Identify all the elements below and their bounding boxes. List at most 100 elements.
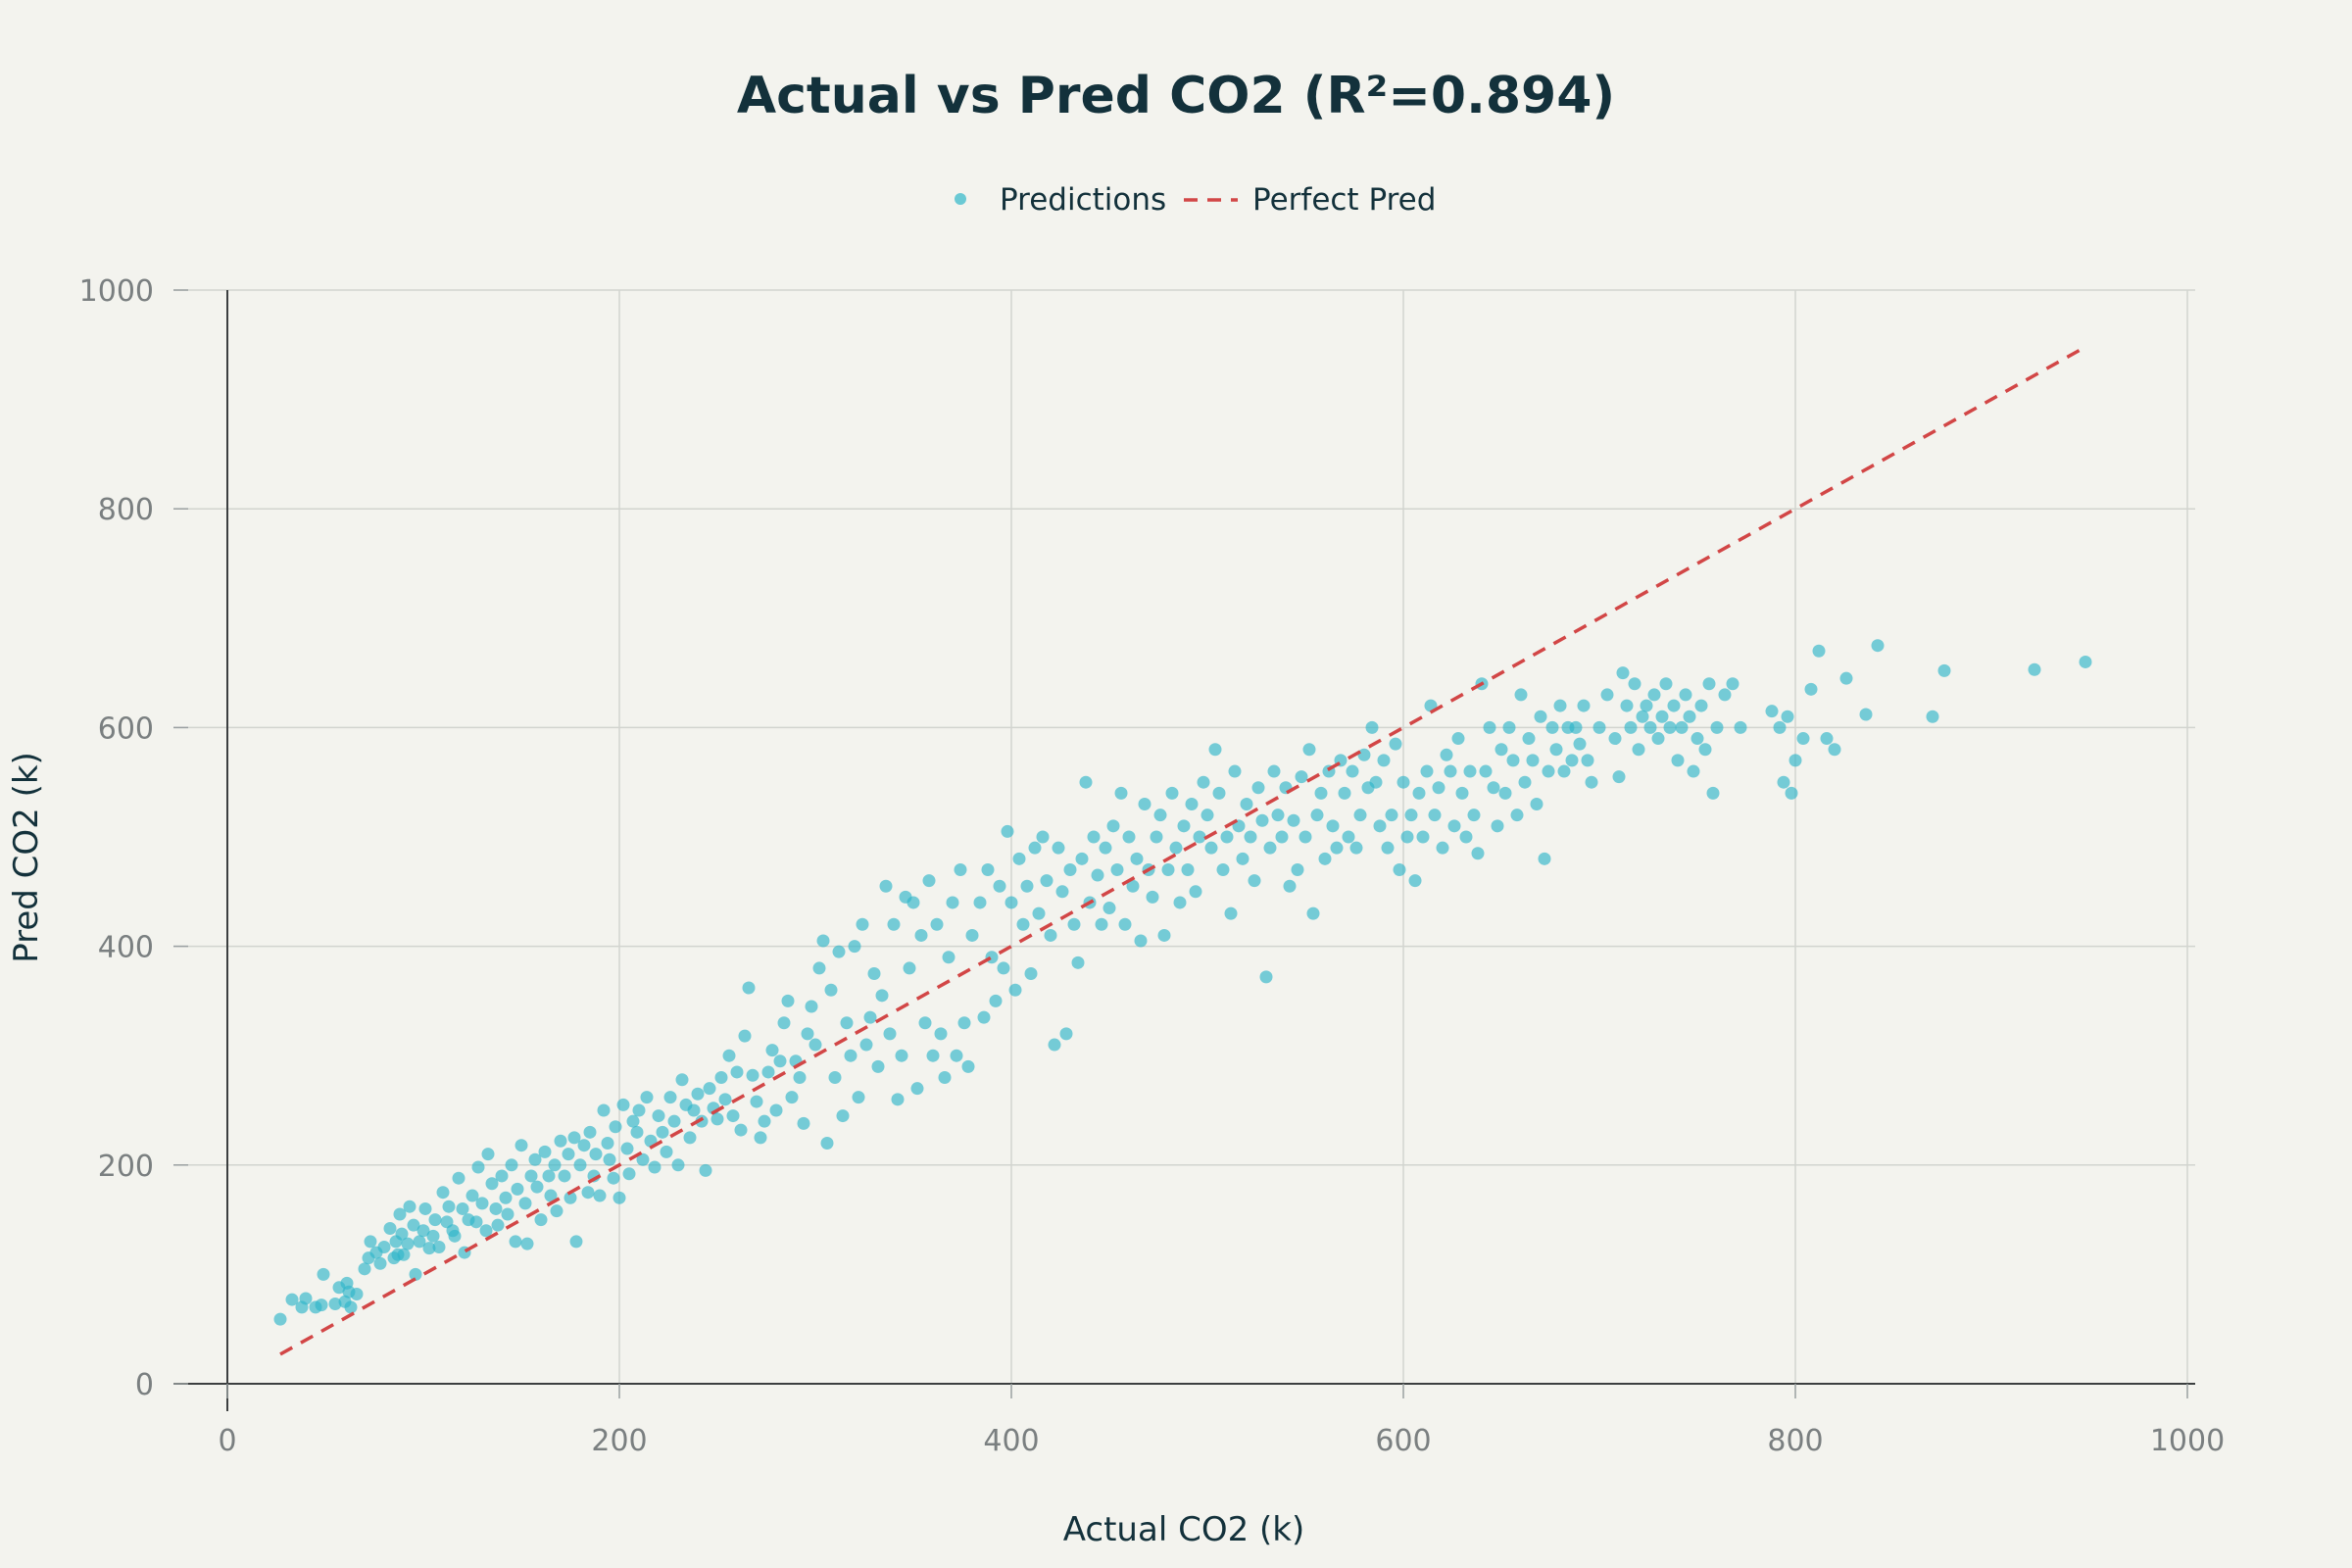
scatter-point xyxy=(1353,808,1367,822)
scatter-point xyxy=(1263,841,1277,855)
scatter-point xyxy=(1788,754,1802,767)
scatter-point xyxy=(769,1103,783,1117)
scatter-point xyxy=(534,1213,548,1227)
scatter-point xyxy=(1608,732,1622,746)
scatter-point xyxy=(914,928,928,942)
scatter-point xyxy=(840,1016,854,1030)
scatter-point xyxy=(432,1241,446,1253)
scatter-point xyxy=(895,1049,908,1062)
scatter-point xyxy=(1020,879,1034,893)
y-tick-label: 1000 xyxy=(79,274,154,309)
scatter-point xyxy=(589,1148,603,1161)
scatter-point xyxy=(1118,917,1132,931)
scatter-point xyxy=(1502,720,1516,734)
scatter-point xyxy=(1455,786,1469,800)
scatter-point xyxy=(856,917,869,931)
scatter-point xyxy=(1518,775,1532,789)
plot-series xyxy=(273,345,2092,1356)
x-tick-label: 200 xyxy=(591,1424,647,1458)
scatter-point xyxy=(426,1229,440,1243)
scatter-point xyxy=(859,1038,873,1052)
scatter-point xyxy=(407,1218,420,1232)
scatter-point xyxy=(891,1093,905,1106)
y-tick-label: 600 xyxy=(98,711,154,746)
y-tick-label: 200 xyxy=(98,1150,154,1184)
scatter-point xyxy=(1075,852,1089,865)
scatter-point xyxy=(1683,710,1696,723)
scatter-point xyxy=(1302,743,1316,757)
scatter-point xyxy=(1275,830,1289,844)
scatter-point xyxy=(626,1114,640,1128)
scatter-point xyxy=(1197,775,1210,789)
scatter-point xyxy=(1859,708,1873,721)
scatter-point xyxy=(1004,896,1018,909)
scatter-point xyxy=(950,1049,963,1062)
scatter-point xyxy=(530,1180,544,1194)
scatter-point xyxy=(569,1235,583,1249)
scatter-point xyxy=(1694,699,1708,712)
scatter-point xyxy=(2028,662,2041,676)
y-tick-label: 800 xyxy=(98,493,154,527)
y-axis-label: Pred CO2 (k) xyxy=(7,752,46,963)
scatter-point xyxy=(1099,841,1112,855)
x-tick-label: 0 xyxy=(218,1424,236,1458)
scatter-point xyxy=(1785,786,1798,800)
scatter-point xyxy=(801,1027,814,1041)
scatter-point xyxy=(1647,688,1661,702)
scatter-point xyxy=(524,1169,538,1183)
axes xyxy=(173,290,2195,1411)
scatter-point xyxy=(573,1158,587,1172)
scatter-point xyxy=(1839,671,1853,685)
scatter-point xyxy=(393,1207,407,1221)
scatter-point xyxy=(699,1163,712,1177)
legend-marker-predictions xyxy=(955,193,966,205)
scatter-point xyxy=(1702,677,1716,691)
scatter-point xyxy=(1447,819,1461,833)
scatter-point xyxy=(299,1292,313,1305)
scatter-point xyxy=(1130,852,1144,865)
scatter-point xyxy=(397,1248,411,1261)
scatter-point xyxy=(1310,808,1324,822)
scatter-point xyxy=(1177,819,1191,833)
scatter-point xyxy=(395,1227,409,1241)
scatter-point xyxy=(315,1298,328,1312)
scatter-point xyxy=(938,1071,952,1085)
scatter-point xyxy=(383,1222,397,1236)
scatter-point xyxy=(1592,720,1606,734)
scatter-point xyxy=(867,967,881,980)
scatter-point xyxy=(1522,732,1536,746)
scatter-point xyxy=(961,1059,975,1073)
scatter-point xyxy=(1389,737,1402,751)
scatter-point xyxy=(1440,748,1453,761)
scatter-point xyxy=(1777,775,1790,789)
scatter-point xyxy=(509,1235,522,1249)
scatter-point xyxy=(1052,841,1065,855)
scatter-point xyxy=(1330,841,1344,855)
scatter-point xyxy=(1271,808,1285,822)
scatter-point xyxy=(620,1142,634,1155)
scatter-point xyxy=(1208,743,1222,757)
scatter-point xyxy=(1248,874,1261,888)
scatter-point xyxy=(528,1152,542,1166)
scatter-point xyxy=(358,1262,371,1276)
scatter-point xyxy=(581,1186,595,1200)
scatter-point xyxy=(758,1114,771,1128)
scatter-point xyxy=(1396,775,1410,789)
scatter-point xyxy=(903,961,916,975)
scatter-point xyxy=(1287,813,1300,827)
scatter-point xyxy=(1306,906,1320,920)
x-tick-label: 400 xyxy=(983,1424,1039,1458)
scatter-point xyxy=(1538,852,1551,865)
scatter-point xyxy=(1134,934,1148,948)
scatter-point xyxy=(1667,699,1681,712)
scatter-point xyxy=(836,1109,850,1123)
scatter-point xyxy=(413,1235,426,1249)
scatter-point xyxy=(1224,906,1238,920)
scatter-point xyxy=(1534,710,1547,723)
scatter-point xyxy=(1804,682,1818,696)
scatter-point xyxy=(469,1215,483,1229)
scatter-point xyxy=(926,1049,940,1062)
scatter-point xyxy=(1346,764,1359,778)
scatter-point xyxy=(777,1016,791,1030)
scatter-point xyxy=(1585,775,1598,789)
